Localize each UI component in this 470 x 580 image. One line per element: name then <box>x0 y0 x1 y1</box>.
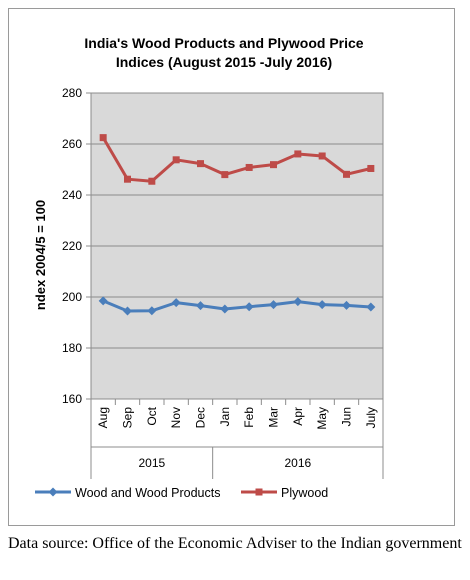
x-category-label: Mar <box>267 407 281 428</box>
data-source-note: Data source: Office of the Economic Advi… <box>8 535 462 552</box>
x-category-label: Oct <box>145 406 159 425</box>
data-point <box>98 296 108 306</box>
data-point <box>245 163 253 171</box>
data-point <box>269 300 278 310</box>
x-category-label: Jan <box>218 407 232 426</box>
y-tick-label: 220 <box>62 239 82 253</box>
x-category-label: Apr <box>291 407 305 426</box>
x-category-label: Jun <box>340 407 354 426</box>
data-point <box>123 306 132 316</box>
data-point <box>244 302 254 312</box>
x-category-label: July <box>364 407 378 428</box>
chart-title-line-2: Indices (August 2015 -July 2016) <box>116 54 332 70</box>
legend: Wood and Wood Products Plywood <box>35 486 328 500</box>
legend-label: Plywood <box>281 486 328 500</box>
legend-marker <box>255 488 263 496</box>
data-point <box>220 304 230 314</box>
y-tick-label: 180 <box>62 341 82 355</box>
data-point <box>342 300 351 310</box>
data-point <box>343 170 350 178</box>
data-point <box>172 156 180 164</box>
data-point <box>99 134 107 142</box>
data-point <box>221 171 229 179</box>
legend-label: Wood and Wood Products <box>75 486 220 500</box>
data-point <box>318 152 326 160</box>
x-category-label: May <box>315 407 329 430</box>
data-point <box>294 150 302 158</box>
legend-marker <box>48 487 58 497</box>
data-point <box>367 164 375 172</box>
y-tick-label: 200 <box>62 290 82 304</box>
data-point <box>270 161 277 169</box>
x-category-label: Feb <box>242 407 256 428</box>
data-point <box>171 298 181 308</box>
data-point <box>197 160 204 168</box>
y-tick-label: 260 <box>62 137 82 151</box>
y-tick-label: 240 <box>62 188 82 202</box>
series-line <box>101 136 372 183</box>
data-point <box>124 175 131 183</box>
x-category-label: Nov <box>169 407 183 428</box>
data-point <box>196 301 205 311</box>
x-category-label: Sep <box>121 407 135 429</box>
x-category-label: Aug <box>96 407 110 428</box>
data-point <box>147 306 157 316</box>
x-category-label: Dec <box>194 407 208 428</box>
data-point <box>366 302 376 312</box>
y-tick-label: 280 <box>62 86 82 100</box>
chart-title-line-1: India's Wood Products and Plywood Price <box>84 35 363 51</box>
data-point <box>293 297 303 307</box>
plot-layer: 160 180 200 220 240 260 280 Aug Sep Oct Nov Dec Jan F… <box>62 86 384 479</box>
data-point <box>317 300 327 310</box>
data-point <box>148 177 156 185</box>
year-group-label: 2016 <box>284 456 311 470</box>
y-tick-label: 160 <box>62 392 82 406</box>
chart-frame: India's Wood Products and Plywood Price … <box>8 8 455 526</box>
year-group-label: 2015 <box>138 456 165 470</box>
y-axis-label: ndex 2004/5 = 100 <box>33 200 48 310</box>
chart-svg: India's Wood Products and Plywood Price … <box>33 35 384 500</box>
